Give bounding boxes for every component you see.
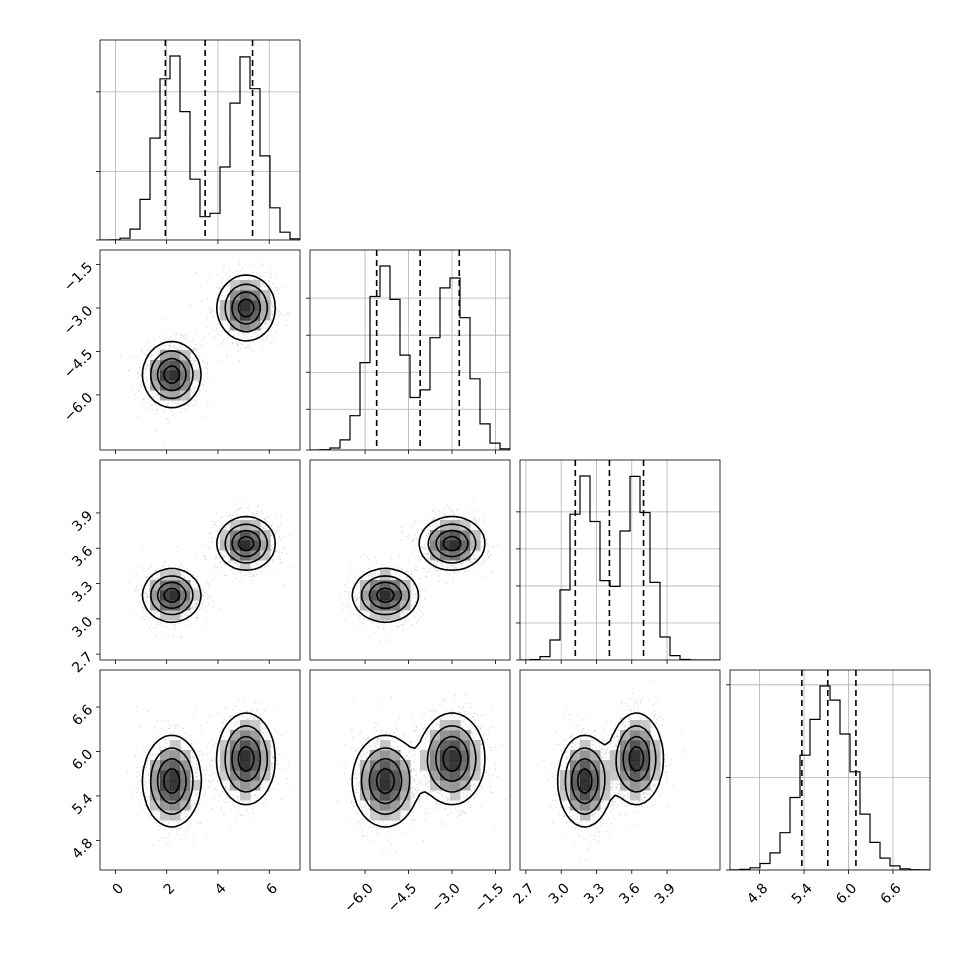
panel-frame-2-1 xyxy=(309,459,511,661)
x-tick-label-1-3: −1.5 xyxy=(472,880,507,915)
panel-frame-0-0 xyxy=(99,39,301,241)
x-tick-label-3-0: 4.8 xyxy=(744,880,771,907)
y-tick-label-2-1: 3.0 xyxy=(69,614,96,641)
panel-frame-1-1 xyxy=(309,249,511,451)
y-tick-label-2-0: 2.7 xyxy=(69,649,96,676)
panel-3-2 xyxy=(519,669,721,874)
x-tick-label-2-3: 3.6 xyxy=(616,880,643,907)
scatter-2-1 xyxy=(339,497,499,642)
panel-frame-1-0 xyxy=(99,249,301,451)
y-tick-label-2-2: 3.3 xyxy=(69,579,96,606)
panel-2-1 xyxy=(309,459,511,664)
panel-3-3 xyxy=(726,669,931,874)
contour-2-0-3 xyxy=(163,535,255,603)
histogram-2 xyxy=(520,475,720,660)
contour-3-1-2 xyxy=(368,735,469,805)
y-tick-label-3-3: 6.6 xyxy=(69,702,96,729)
y-tick-label-1-2: −3.0 xyxy=(61,303,96,338)
panel-frame-2-0 xyxy=(99,459,301,661)
panel-frame-3-3 xyxy=(729,669,931,871)
contour-3-2-3 xyxy=(576,745,645,795)
y-tick-label-1-0: −6.0 xyxy=(61,390,96,425)
contour-2-0-2 xyxy=(156,529,262,610)
x-tick-label-1-1: −4.5 xyxy=(385,880,420,915)
y-tick-label-1-1: −4.5 xyxy=(61,346,96,381)
x-tick-label-3-1: 5.4 xyxy=(789,880,816,907)
y-tick-label-3-1: 5.4 xyxy=(69,791,96,818)
panel-3-1 xyxy=(309,669,511,874)
y-tick-label-2-3: 3.6 xyxy=(69,543,96,570)
x-tick-label-1-2: −3.0 xyxy=(428,880,463,915)
density-shading-1-0 xyxy=(150,280,271,401)
contour-3-1-3 xyxy=(375,745,462,795)
density-shading-3-1 xyxy=(360,720,481,821)
panel-2-0 xyxy=(96,459,301,664)
y-tick-label-1-3: −1.5 xyxy=(61,259,96,294)
panel-3-0 xyxy=(96,669,301,874)
x-tick-label-3-3: 6.6 xyxy=(878,880,905,907)
x-tick-label-0-1: 2 xyxy=(161,880,179,898)
contour-2-1-1 xyxy=(360,523,477,616)
contour-3-2-0 xyxy=(556,712,665,828)
y-tick-label-3-0: 4.8 xyxy=(69,835,96,862)
x-tick-label-0-3: 6 xyxy=(263,880,281,898)
contour-3-0-1 xyxy=(149,725,269,815)
contour-1-0-0 xyxy=(141,274,276,409)
contour-3-0-2 xyxy=(156,735,262,805)
x-tick-label-2-0: 2.7 xyxy=(511,880,538,907)
y-tick-label-3-2: 6.0 xyxy=(69,746,96,773)
scatter-1-0 xyxy=(119,258,291,443)
contour-2-0-1 xyxy=(149,523,269,616)
contour-1-0-3 xyxy=(163,298,255,385)
x-tick-label-3-2: 6.0 xyxy=(833,880,860,907)
contour-1-0-1 xyxy=(149,283,269,400)
histogram-0 xyxy=(100,55,300,240)
x-tick-label-0-2: 4 xyxy=(212,880,230,898)
panel-2-2 xyxy=(516,459,721,664)
contour-2-1-0 xyxy=(351,515,486,624)
contour-1-0-2 xyxy=(156,291,262,392)
contour-2-1-3 xyxy=(375,535,462,604)
histogram-3 xyxy=(730,685,930,870)
contour-2-0-0 xyxy=(141,515,276,624)
contour-3-0-3 xyxy=(163,745,255,795)
panel-frame-3-2 xyxy=(519,669,721,871)
x-tick-label-2-2: 3.3 xyxy=(581,880,608,907)
density-shading-3-2 xyxy=(560,720,661,821)
contour-3-1-1 xyxy=(360,725,477,816)
contour-3-2-2 xyxy=(570,735,651,805)
panel-frame-2-2 xyxy=(519,459,721,661)
x-tick-label-1-0: −6.0 xyxy=(341,880,376,915)
x-tick-label-2-1: 3.0 xyxy=(546,880,573,907)
histogram-1 xyxy=(310,265,510,450)
panel-0-0 xyxy=(96,39,301,244)
x-tick-label-0-0: 0 xyxy=(110,880,128,898)
contour-3-1-0 xyxy=(351,712,486,828)
panel-frame-3-1 xyxy=(309,669,511,871)
contour-2-1-2 xyxy=(368,529,469,610)
panel-frame-3-0 xyxy=(99,669,301,871)
panel-1-0 xyxy=(96,249,301,454)
contour-3-2-1 xyxy=(564,725,657,816)
x-tick-label-2-4: 3.9 xyxy=(652,880,679,907)
y-tick-label-2-4: 3.9 xyxy=(69,508,96,535)
contour-3-0-0 xyxy=(141,712,276,828)
panel-1-1 xyxy=(306,249,511,454)
